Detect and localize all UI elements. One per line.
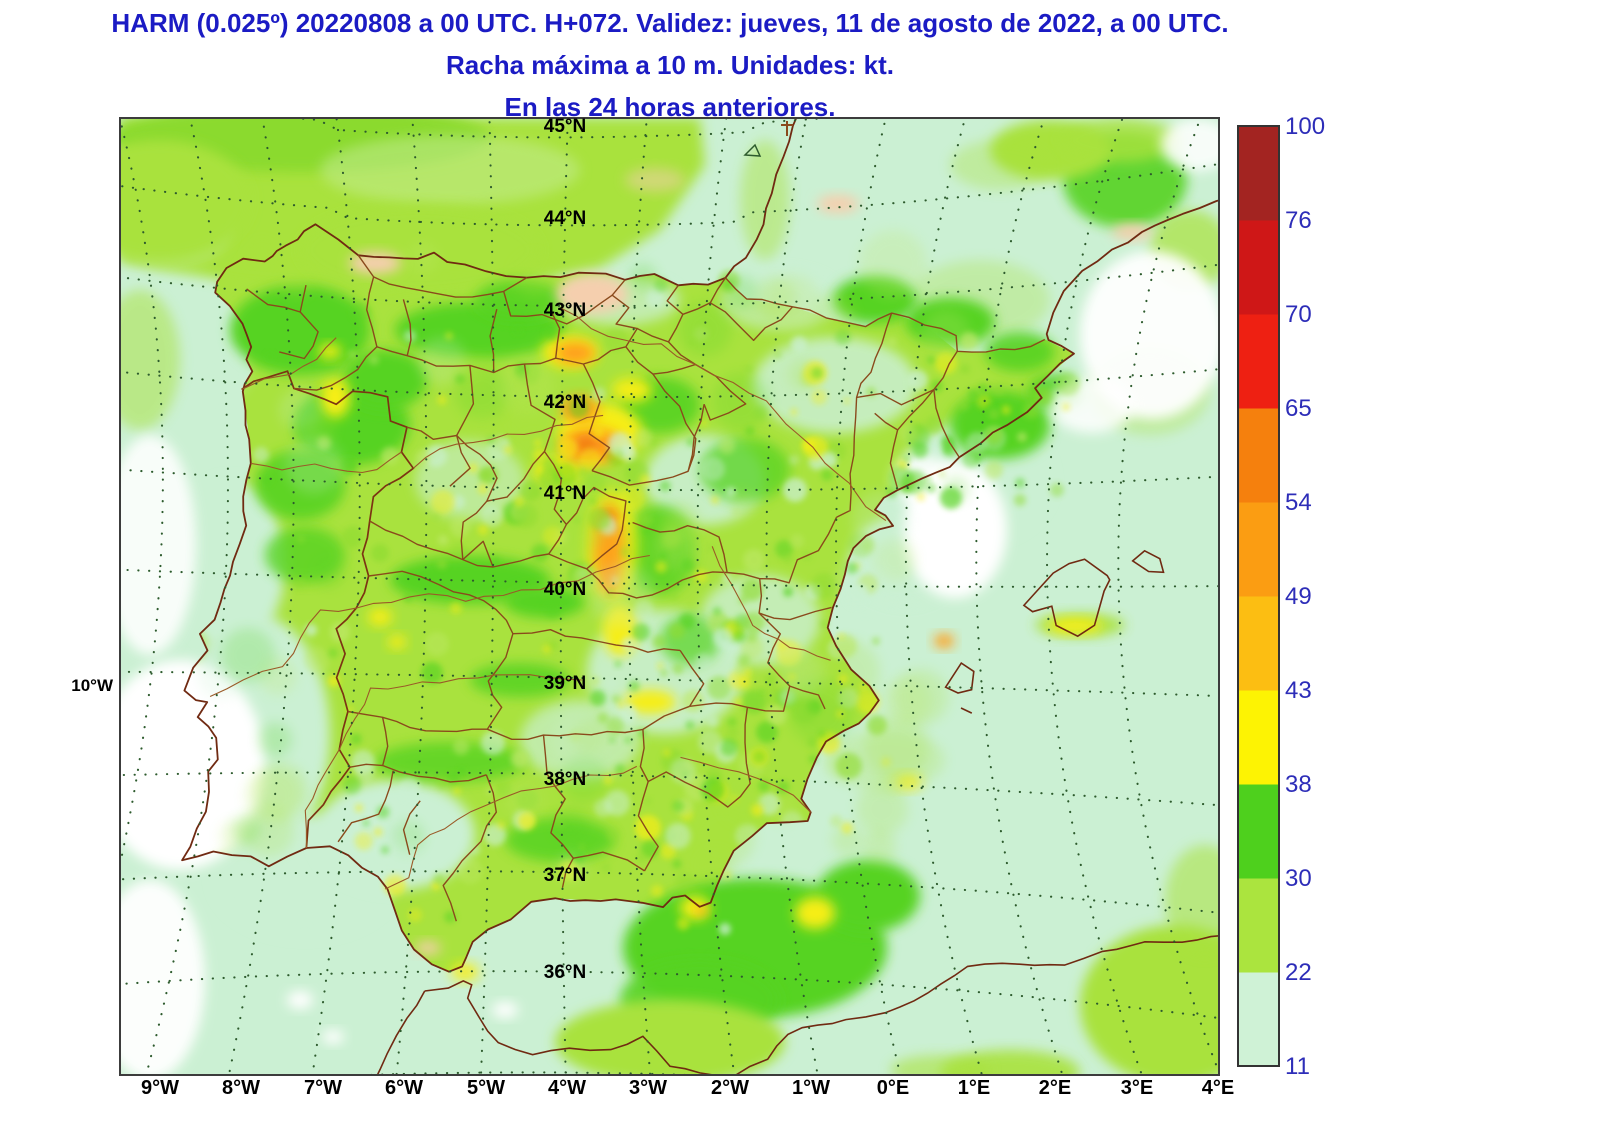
svg-text:54: 54 (1285, 489, 1312, 516)
svg-text:41°N: 41°N (544, 483, 586, 504)
svg-text:43: 43 (1285, 677, 1312, 704)
svg-text:4°W: 4°W (548, 1077, 586, 1099)
svg-text:0°E: 0°E (877, 1077, 909, 1099)
svg-text:65: 65 (1285, 395, 1312, 422)
svg-text:39°N: 39°N (544, 673, 586, 694)
svg-text:40°N: 40°N (544, 579, 586, 600)
svg-text:8°W: 8°W (222, 1077, 260, 1099)
svg-text:43°N: 43°N (544, 300, 586, 321)
svg-text:70: 70 (1285, 301, 1312, 328)
svg-text:45°N: 45°N (544, 116, 586, 137)
svg-text:2°W: 2°W (711, 1077, 749, 1099)
svg-text:38: 38 (1285, 771, 1312, 798)
svg-text:38°N: 38°N (544, 769, 586, 790)
svg-text:49: 49 (1285, 583, 1312, 610)
svg-text:7°W: 7°W (304, 1077, 342, 1099)
svg-text:9°W: 9°W (141, 1077, 179, 1099)
svg-text:30: 30 (1285, 865, 1312, 892)
svg-text:76: 76 (1285, 207, 1312, 234)
svg-text:100: 100 (1285, 113, 1325, 140)
svg-text:44°N: 44°N (544, 208, 586, 229)
svg-text:5°W: 5°W (467, 1077, 505, 1099)
svg-text:42°N: 42°N (544, 392, 586, 413)
svg-text:10°W: 10°W (71, 676, 114, 695)
svg-text:3°E: 3°E (1121, 1077, 1153, 1099)
svg-text:1°W: 1°W (792, 1077, 830, 1099)
svg-text:37°N: 37°N (544, 865, 586, 886)
svg-text:11: 11 (1285, 1053, 1310, 1080)
svg-text:4°E: 4°E (1202, 1077, 1234, 1099)
svg-text:22: 22 (1285, 959, 1312, 986)
svg-text:2°E: 2°E (1039, 1077, 1071, 1099)
svg-text:36°N: 36°N (544, 962, 586, 983)
svg-text:3°W: 3°W (629, 1077, 667, 1099)
svg-text:1°E: 1°E (958, 1077, 990, 1099)
svg-text:6°W: 6°W (385, 1077, 423, 1099)
